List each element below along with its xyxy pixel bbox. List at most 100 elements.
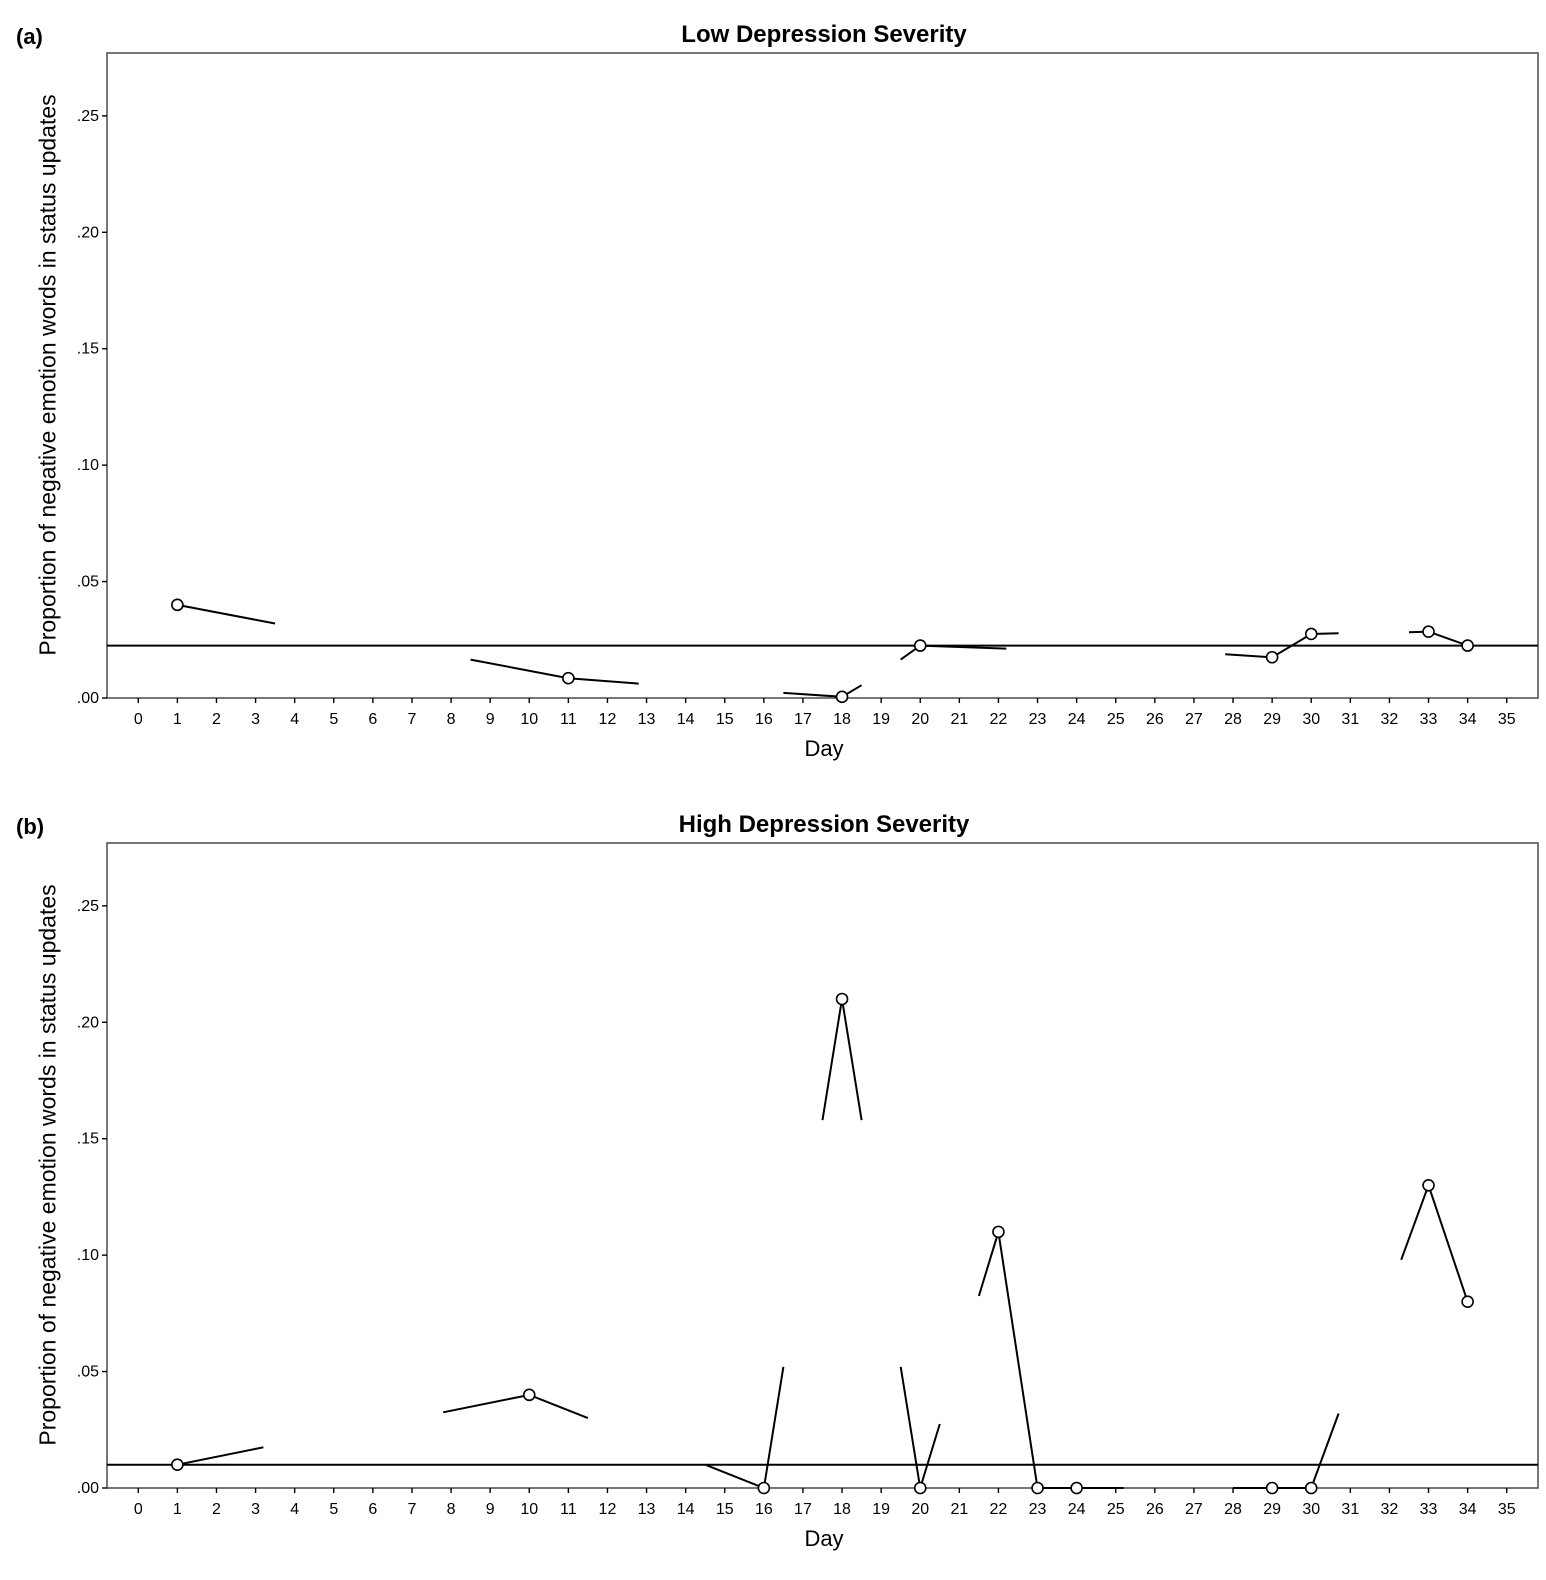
plot-frame <box>106 52 1539 699</box>
x-tick-label: 34 <box>1459 1501 1477 1518</box>
x-tick-label: 7 <box>408 1501 417 1518</box>
x-tick-label: 25 <box>1107 1501 1125 1518</box>
y-tick-label: .05 <box>77 1364 99 1381</box>
y-tick-label: .00 <box>77 690 99 707</box>
x-tick-label: 9 <box>486 711 495 728</box>
series-line-segment <box>1233 1413 1340 1489</box>
x-tick-label: 17 <box>794 1501 812 1518</box>
x-tick-label: 31 <box>1341 711 1359 728</box>
x-tick-label: 5 <box>329 1501 338 1518</box>
x-tick-label: 10 <box>520 711 538 728</box>
x-tick-label: 8 <box>447 1501 456 1518</box>
x-tick-label: 15 <box>716 1501 734 1518</box>
x-tick-label: 23 <box>1029 711 1047 728</box>
data-point <box>1304 627 1318 641</box>
data-point <box>1070 1481 1083 1495</box>
x-tick-label: 16 <box>755 711 773 728</box>
x-tick-label: 16 <box>755 1501 773 1518</box>
plot-frame <box>106 842 1539 1489</box>
plot-area: .00.05.10.15.20.250 1 2 3 4 5 6 7 8 9 10 11 12 13 14 15… <box>77 842 1539 1518</box>
series-line-segment <box>177 603 276 625</box>
x-tick-label: 5 <box>329 711 338 728</box>
x-tick-label: 8 <box>447 711 456 728</box>
data-point <box>1461 639 1474 652</box>
series-line-segment <box>1225 632 1339 659</box>
x-tick-label: 26 <box>1146 1501 1164 1518</box>
x-tick-label: 31 <box>1341 1501 1359 1518</box>
y-tick-label: .25 <box>77 108 99 125</box>
x-tick-label: 20 <box>911 711 929 728</box>
y-tick-label: .10 <box>77 1247 99 1264</box>
x-tick-label: 6 <box>368 711 377 728</box>
series-line-segment <box>821 998 863 1121</box>
series-line-segment <box>177 1446 264 1466</box>
x-tick-label: 19 <box>872 711 890 728</box>
data-point <box>913 639 927 652</box>
x-tick-label: 14 <box>677 711 695 728</box>
x-tick-label: 20 <box>911 1501 929 1518</box>
x-tick-label: 27 <box>1185 711 1203 728</box>
data-point <box>835 690 849 704</box>
x-tick-label: 13 <box>638 1501 656 1518</box>
series-line-segment <box>1400 1182 1469 1303</box>
data-point <box>171 598 184 612</box>
y-tick-label: .25 <box>77 898 99 915</box>
y-tick-label: .15 <box>77 1131 99 1148</box>
x-tick-label: 1 <box>173 711 182 728</box>
data-point <box>1304 1481 1318 1495</box>
chart-title: High Depression Severity <box>678 811 970 838</box>
x-axis-label: Day <box>804 1526 844 1551</box>
chart-panel-a: (a) Low Depression Severity Proportion o… <box>16 21 1539 761</box>
x-tick-label: 12 <box>599 1501 617 1518</box>
x-tick-label: 19 <box>872 1501 890 1518</box>
data-point <box>522 1388 536 1402</box>
x-tick-label: 32 <box>1381 1501 1399 1518</box>
x-tick-label: 18 <box>833 1501 851 1518</box>
data-point <box>1422 1178 1435 1192</box>
x-tick-label: 32 <box>1381 711 1399 728</box>
x-tick-label: 21 <box>950 711 968 728</box>
x-tick-label: 30 <box>1302 711 1320 728</box>
x-tick-label: 11 <box>560 1501 577 1518</box>
series-line-segment <box>783 684 863 698</box>
x-tick-label: 35 <box>1498 711 1516 728</box>
panel-label: (a) <box>16 24 43 49</box>
series-line-segment <box>443 1393 589 1420</box>
x-tick-label: 22 <box>990 711 1008 728</box>
panel-label: (b) <box>16 814 45 839</box>
y-tick-label: .15 <box>77 341 99 358</box>
x-tick-label: 12 <box>599 711 617 728</box>
series-line-segment <box>1408 630 1468 647</box>
y-tick-label: .20 <box>77 1014 99 1031</box>
x-tick-label: 35 <box>1498 1501 1516 1518</box>
x-tick-label: 30 <box>1302 1501 1320 1518</box>
x-tick-label: 0 <box>134 711 143 728</box>
data-point <box>992 1225 1005 1239</box>
x-tick-label: 14 <box>677 1501 695 1518</box>
x-tick-label: 7 <box>408 711 417 728</box>
data-point <box>1031 1481 1044 1495</box>
x-tick-label: 28 <box>1224 1501 1242 1518</box>
x-tick-label: 29 <box>1263 1501 1281 1518</box>
x-tick-label: 28 <box>1224 711 1242 728</box>
x-tick-label: 23 <box>1029 1501 1047 1518</box>
data-point <box>835 992 849 1006</box>
x-tick-label: 6 <box>368 1501 377 1518</box>
x-tick-label: 3 <box>251 711 260 728</box>
x-tick-label: 15 <box>716 711 734 728</box>
x-tick-label: 11 <box>560 711 577 728</box>
x-tick-label: 24 <box>1068 1501 1086 1518</box>
x-tick-label: 13 <box>638 711 656 728</box>
chart-panel-b: (b) High Depression Severity Proportion … <box>0 790 1546 1580</box>
x-tick-label: 25 <box>1107 711 1125 728</box>
plot-area: .00.05.10.15.20.250 1 2 3 4 5 6 7 8 9 10 11 12 13 14 15… <box>77 52 1539 728</box>
series-line-segment <box>899 1366 941 1489</box>
data-point <box>1422 625 1435 638</box>
x-tick-label: 29 <box>1263 711 1281 728</box>
y-tick-label: .00 <box>77 1480 99 1497</box>
x-tick-label: 27 <box>1185 1501 1203 1518</box>
series-line-segment <box>704 1366 785 1490</box>
x-tick-label: 9 <box>486 1501 495 1518</box>
x-tick-label: 17 <box>794 711 812 728</box>
series-line-segment <box>977 1231 1124 1489</box>
